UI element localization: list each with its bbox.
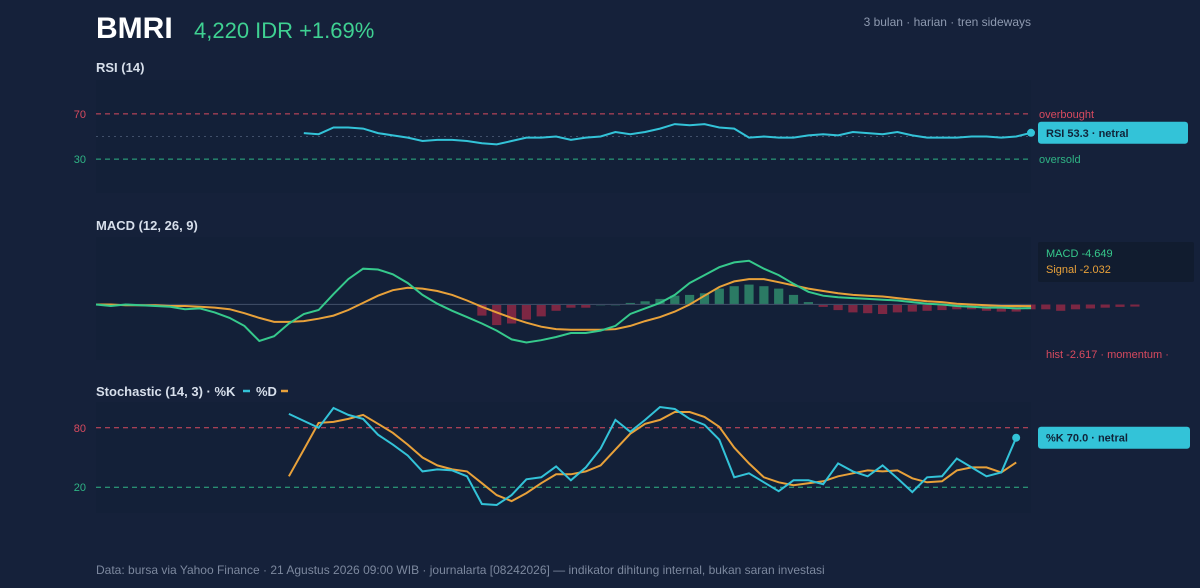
- macd-legend-signal: Signal -2.032: [1046, 264, 1111, 276]
- stoch-title-sep: ·: [203, 384, 215, 399]
- stoch-legend-k-label: %K: [215, 384, 237, 399]
- macd-hist-bar: [507, 304, 517, 324]
- macd-hist-bar: [625, 302, 635, 305]
- change-value: +1.69%: [299, 18, 374, 43]
- stoch-legend-d-label: %D: [256, 384, 277, 399]
- rsi-level-label-overbought: overbought: [1039, 109, 1094, 121]
- macd-hist-bar: [788, 294, 799, 305]
- stoch-d-line: [288, 411, 1017, 503]
- stoch-tick-label: 20: [74, 482, 86, 494]
- macd-hist-bar: [729, 286, 739, 305]
- macd-hist-bar: [1070, 304, 1081, 310]
- macd-legend-macd: MACD -4.649: [1046, 248, 1113, 260]
- macd-hist-bar: [714, 288, 724, 305]
- macd-hist-bar: [1041, 304, 1051, 310]
- chart-subtitle: 3 bulan · harian · tren sideways: [864, 15, 1031, 29]
- macd-hist-bar: [818, 304, 828, 307]
- macd-hist-bar: [833, 304, 843, 311]
- macd-hist-bar: [581, 304, 591, 308]
- ticker-symbol: BMRI: [96, 12, 173, 45]
- macd-hist-bar: [803, 302, 813, 305]
- price-change: 4,220 IDR +1.69%: [194, 18, 374, 43]
- rsi-tick-label: 30: [74, 154, 86, 166]
- rsi-panel-bg: [96, 80, 1031, 193]
- stoch-title-text: Stochastic (14, 3): [96, 384, 203, 399]
- footer-source: Data: bursa via Yahoo Finance · 21 Agust…: [96, 563, 825, 577]
- macd-hist-bar: [655, 298, 665, 305]
- macd-line: [95, 259, 1032, 344]
- macd-hist-bar: [892, 304, 902, 313]
- macd-hist-bar: [1026, 304, 1036, 310]
- macd-hist-bar: [640, 301, 650, 305]
- macd-panel: MACD (12, 26, 9) MACD -4.649 Signal -2.0…: [95, 218, 1194, 361]
- stoch-panel: Stochastic (14, 3) · %K %D 80 20 %K 70.0 ·…: [74, 384, 1190, 513]
- macd-hist-bar: [863, 304, 873, 314]
- macd-hist-bar: [551, 304, 561, 311]
- macd-hist-bar: [878, 304, 888, 314]
- macd-hist-bar: [477, 304, 487, 316]
- macd-hist-bar: [1056, 304, 1066, 311]
- macd-hist-bar: [1085, 304, 1095, 309]
- stoch-last-point: [1012, 433, 1021, 442]
- stoch-panel-bg: [96, 402, 1031, 513]
- stoch-title: Stochastic (14, 3) · %K: [96, 384, 236, 399]
- macd-hist-bar: [759, 286, 769, 305]
- macd-signal-line: [96, 278, 1032, 331]
- price-value: 4,220 IDR: [194, 18, 293, 43]
- rsi-tick-label: 70: [74, 109, 86, 121]
- macd-hist-bar: [848, 304, 858, 313]
- macd-hist-bar: [744, 284, 754, 305]
- macd-hist-bar: [922, 304, 932, 311]
- macd-hist-bar: [907, 304, 917, 312]
- macd-hist-bar: [521, 304, 531, 320]
- macd-hist-bar: [1130, 304, 1140, 307]
- rsi-panel: RSI (14) overbought oversold 70 30 RSI 53.3 …: [74, 60, 1188, 193]
- macd-hist-bar: [566, 304, 576, 308]
- rsi-level-label-oversold: oversold: [1039, 154, 1081, 166]
- macd-hist-bar: [774, 288, 784, 305]
- macd-legend-hist: hist -2.617 · momentum ·: [1046, 349, 1169, 361]
- macd-hist-bar: [937, 304, 947, 311]
- rsi-callout-label: RSI 53.3 · netral: [1046, 128, 1129, 140]
- stoch-tick-label: 80: [74, 423, 86, 435]
- rsi-callout: [1038, 121, 1188, 144]
- rsi-title: RSI (14): [96, 60, 144, 75]
- macd-hist-bar: [670, 295, 680, 305]
- macd-hist-bar: [536, 304, 546, 317]
- rsi-line: [303, 123, 1032, 146]
- macd-hist-bar: [492, 304, 502, 326]
- rsi-last-point: [1027, 128, 1035, 137]
- macd-hist-bar: [699, 293, 710, 305]
- stoch-callout: [1038, 426, 1190, 449]
- macd-legend-box: [1038, 242, 1194, 282]
- macd-hist-bar: [1100, 304, 1110, 308]
- macd-title: MACD (12, 26, 9): [96, 218, 198, 233]
- stoch-callout-label: %K 70.0 · netral: [1046, 433, 1128, 445]
- stoch-k-line: [288, 405, 1018, 507]
- macd-panel-bg: [96, 237, 1031, 360]
- macd-hist-bar: [685, 294, 695, 305]
- macd-hist-bar: [1115, 304, 1125, 307]
